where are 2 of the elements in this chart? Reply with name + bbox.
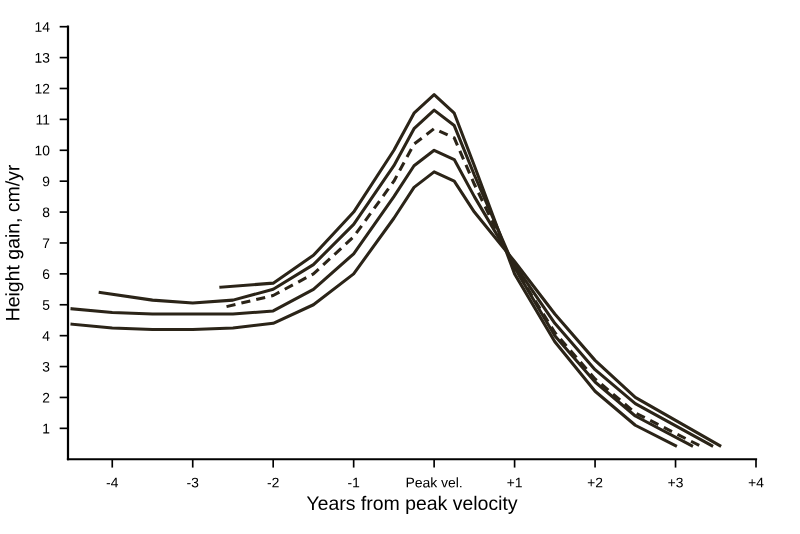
y-axis-title: Height gain, cm/yr — [5, 164, 24, 320]
x-axis-title: Years from peak velocity — [306, 495, 518, 514]
